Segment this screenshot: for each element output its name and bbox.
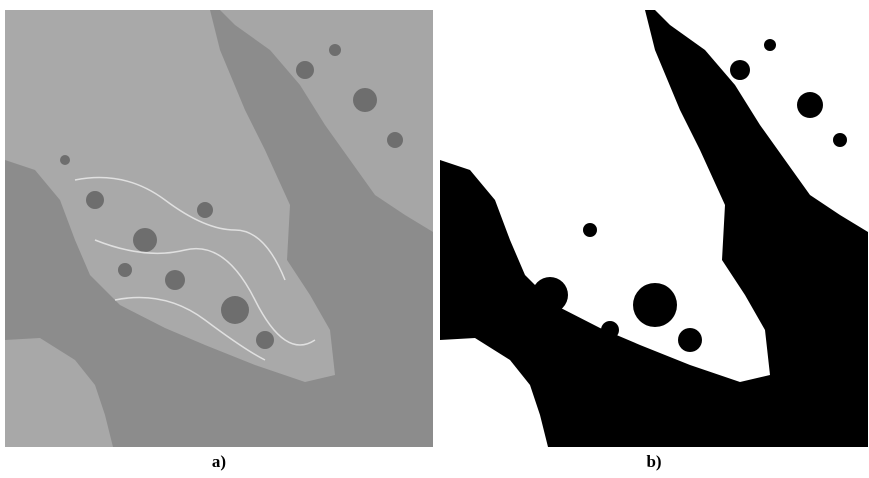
panel-b-image [440,10,868,447]
panel-label: b) [646,452,661,471]
panel-label: a) [212,452,226,471]
panel-a-image [5,10,433,447]
